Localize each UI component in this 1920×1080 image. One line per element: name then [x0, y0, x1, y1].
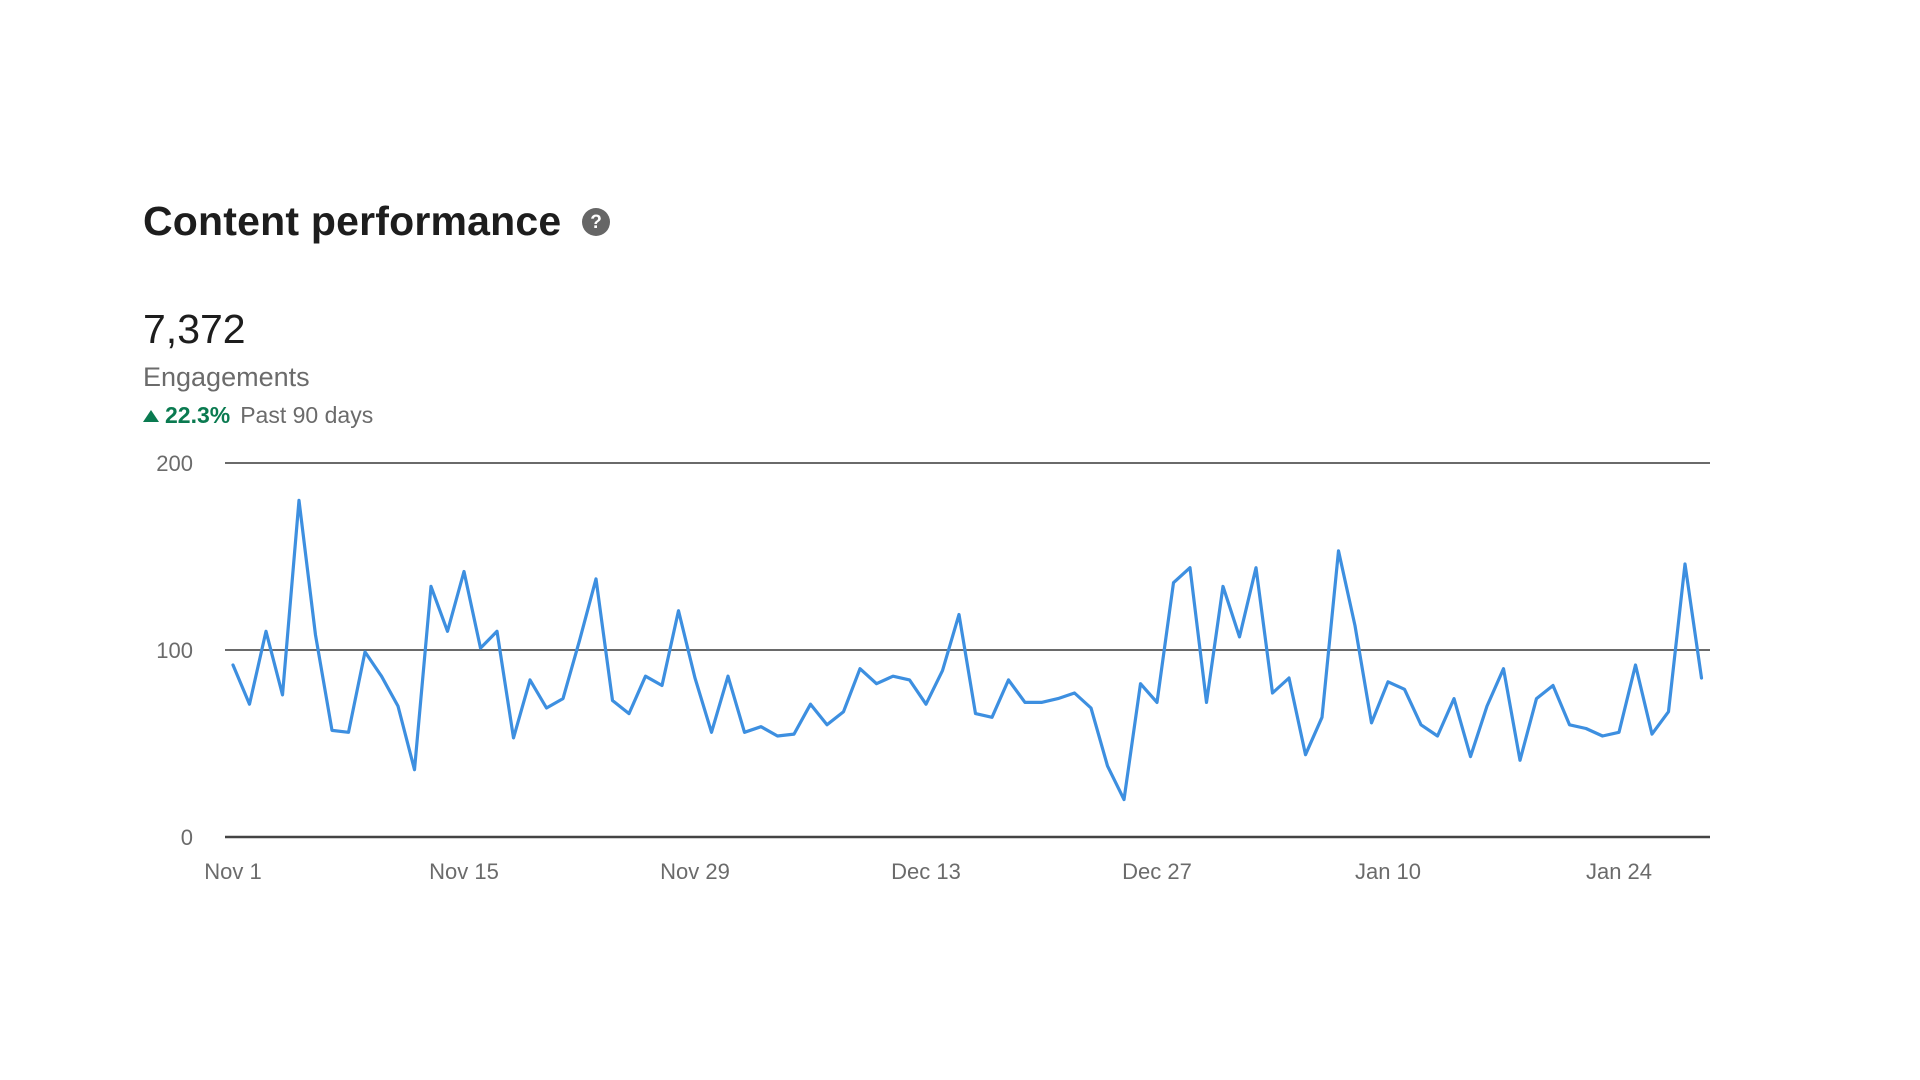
trend-indicator: 22.3% Past 90 days: [143, 402, 373, 429]
x-tick-label: Dec 13: [891, 859, 961, 884]
svg-text:?: ?: [591, 212, 603, 233]
x-tick-label: Dec 27: [1122, 859, 1192, 884]
y-tick-label: 200: [156, 451, 193, 476]
x-tick-label: Jan 24: [1586, 859, 1652, 884]
card-header: Content performance ?: [143, 198, 611, 245]
y-tick-label: 0: [181, 825, 193, 850]
engagements-value: 7,372: [143, 306, 246, 352]
x-tick-label: Nov 1: [204, 859, 261, 884]
y-tick-label: 100: [156, 638, 193, 663]
x-tick-label: Jan 10: [1355, 859, 1421, 884]
engagements-series-line: [231, 498, 1704, 802]
trend-period: Past 90 days: [240, 402, 374, 428]
help-icon[interactable]: ?: [581, 207, 611, 237]
x-tick-label: Nov 29: [660, 859, 730, 884]
card-title: Content performance: [143, 198, 562, 244]
trend-percent: 22.3%: [165, 402, 231, 428]
x-tick-label: Nov 15: [429, 859, 499, 884]
engagements-label: Engagements: [143, 362, 310, 392]
trend-up-arrow-icon: [143, 409, 159, 422]
